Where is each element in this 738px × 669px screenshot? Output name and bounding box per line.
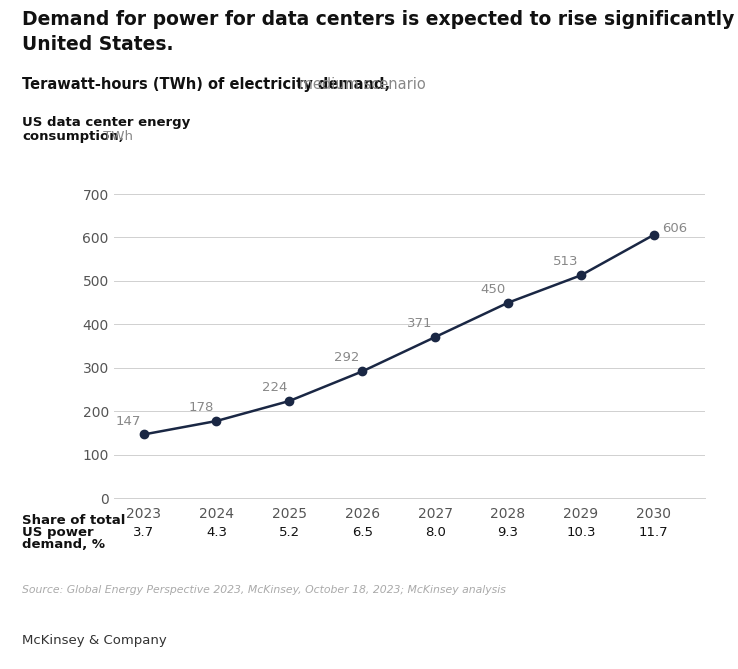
Text: US data center energy: US data center energy [22, 116, 190, 129]
Text: 450: 450 [480, 283, 506, 296]
Text: Terawatt-hours (TWh) of electricity demand,: Terawatt-hours (TWh) of electricity dema… [22, 77, 390, 92]
Text: McKinsey & Company: McKinsey & Company [22, 634, 167, 647]
Text: demand, %: demand, % [22, 538, 105, 551]
Text: US power: US power [22, 526, 94, 539]
Text: Source: Global Energy Perspective 2023, McKinsey, October 18, 2023; McKinsey ana: Source: Global Energy Perspective 2023, … [22, 585, 506, 595]
Text: 292: 292 [334, 351, 360, 365]
Text: 11.7: 11.7 [639, 526, 669, 539]
Text: 224: 224 [261, 381, 287, 394]
Text: 371: 371 [407, 317, 432, 330]
Text: Demand for power for data centers is expected to rise significantly in the: Demand for power for data centers is exp… [22, 10, 738, 29]
Text: 606: 606 [662, 222, 687, 235]
Text: 513: 513 [553, 256, 579, 268]
Text: 8.0: 8.0 [424, 526, 446, 539]
Text: 5.2: 5.2 [279, 526, 300, 539]
Text: consumption,: consumption, [22, 130, 124, 142]
Text: 178: 178 [189, 401, 214, 414]
Text: TWh: TWh [99, 130, 133, 142]
Text: 10.3: 10.3 [566, 526, 596, 539]
Text: Share of total: Share of total [22, 514, 125, 527]
Text: United States.: United States. [22, 35, 173, 54]
Text: medium scenario: medium scenario [294, 77, 426, 92]
Text: 147: 147 [116, 415, 141, 427]
Text: 4.3: 4.3 [206, 526, 227, 539]
Text: 3.7: 3.7 [133, 526, 154, 539]
Text: 6.5: 6.5 [352, 526, 373, 539]
Text: 9.3: 9.3 [497, 526, 519, 539]
